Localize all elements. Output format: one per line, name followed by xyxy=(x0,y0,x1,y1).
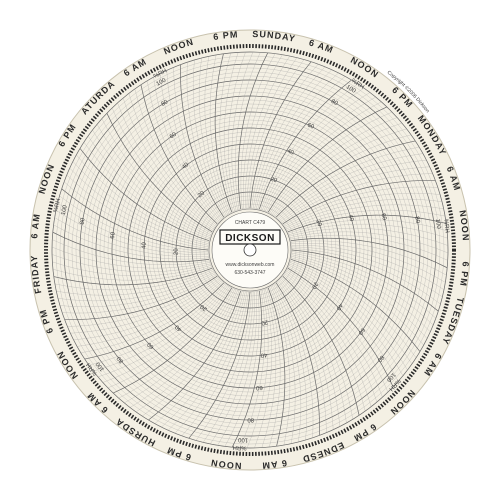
scale-label: 60 xyxy=(110,231,117,239)
scale-label: 100 xyxy=(237,436,248,442)
brand-text: DICKSON xyxy=(225,233,275,244)
website-text: www.dicksonweb.com xyxy=(226,262,275,268)
scale-label: 40 xyxy=(142,242,148,250)
phone-text: 630-543-3747 xyxy=(234,270,265,276)
scale-label: %RH xyxy=(232,444,246,451)
part-number: CHART C479 xyxy=(235,220,266,226)
scale-label: 60 xyxy=(255,384,263,390)
spindle-hole xyxy=(244,244,256,256)
scale-label: 80 xyxy=(247,416,254,422)
chart-svg: SUNDAY6 AMNOON6 PMMONDAY6 AMNOON6 PMTUES… xyxy=(20,20,480,480)
scale-label: 20 xyxy=(173,248,179,255)
circular-chart: SUNDAY6 AMNOON6 PMMONDAY6 AMNOON6 PMTUES… xyxy=(20,20,480,480)
